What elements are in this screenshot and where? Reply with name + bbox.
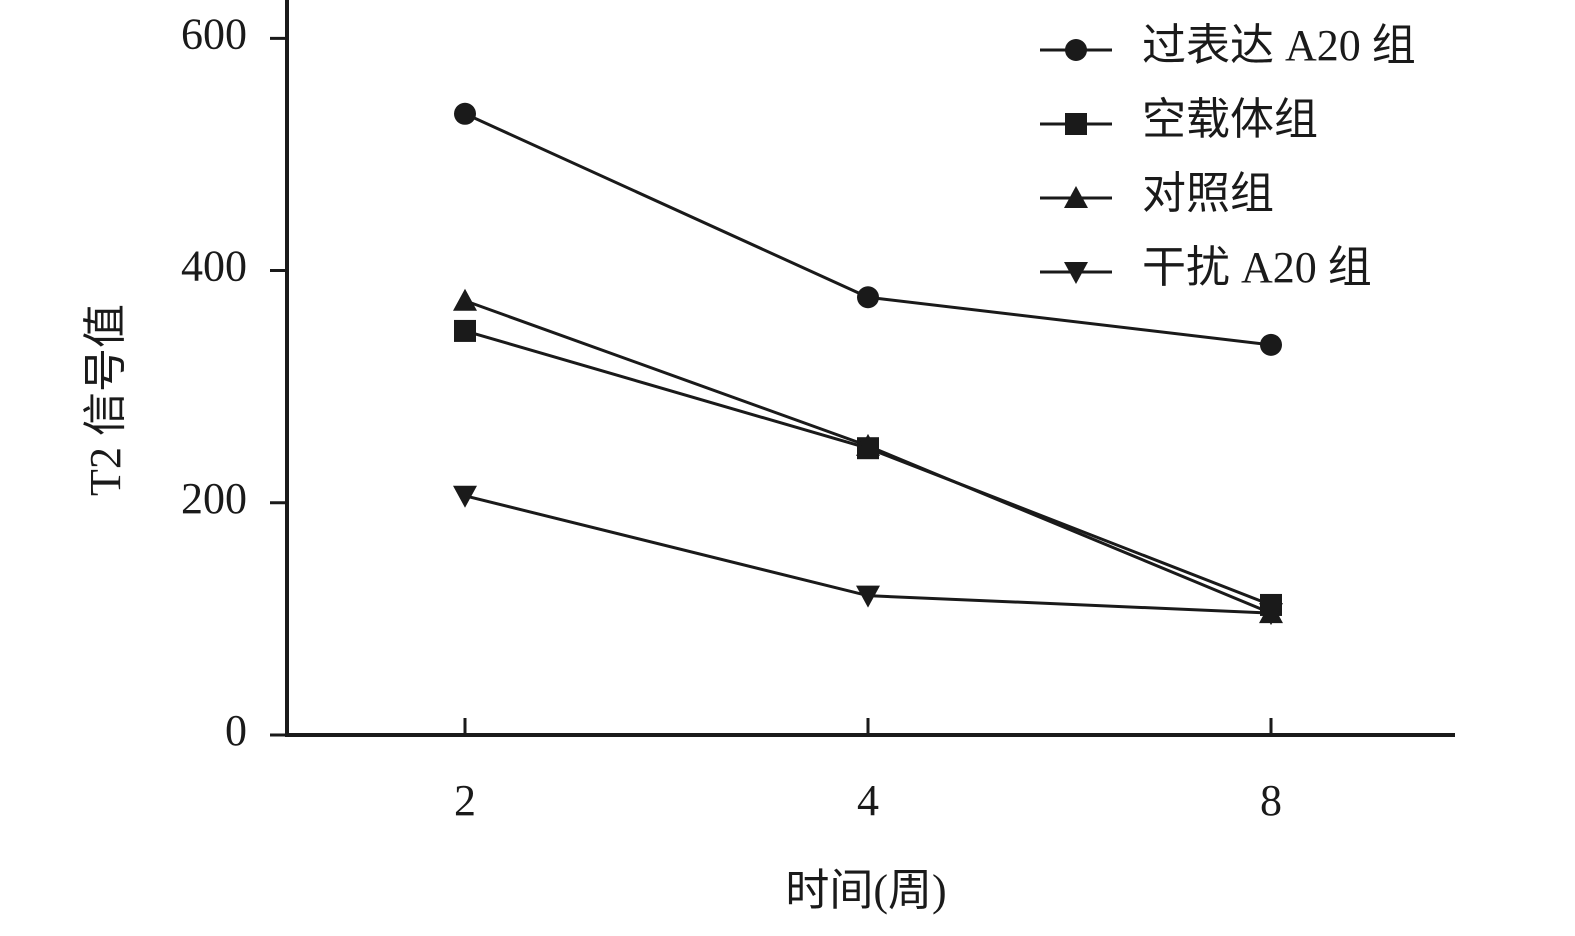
legend-label: 空载体组 <box>1142 95 1318 144</box>
legend-label: 对照组 <box>1142 169 1274 218</box>
x-tick-label: 2 <box>454 776 476 825</box>
data-point <box>856 433 880 456</box>
legend-label: 干扰 A20 组 <box>1142 243 1372 292</box>
y-tick-label: 200 <box>181 474 247 523</box>
x-tick-label: 8 <box>1260 776 1282 825</box>
legend-label: 过表达 A20 组 <box>1142 21 1416 70</box>
data-point <box>857 286 879 309</box>
data-point <box>856 585 880 608</box>
series-line <box>464 112 1272 347</box>
x-axis-title: 时间(周) <box>785 866 946 915</box>
y-axis-title: T2 信号值 <box>81 304 130 496</box>
data-point <box>454 102 476 125</box>
y-tick-label: 600 <box>181 9 247 58</box>
data-point <box>454 319 476 342</box>
legend-marker <box>1064 186 1088 208</box>
data-point <box>1260 333 1282 356</box>
y-tick-label: 400 <box>181 242 247 291</box>
y-tick-label: 0 <box>225 706 247 755</box>
legend-marker <box>1064 262 1088 284</box>
legend-marker <box>1065 39 1087 61</box>
data-point <box>453 288 477 311</box>
x-tick-label: 4 <box>857 776 879 825</box>
legend-marker <box>1065 113 1087 135</box>
data-point <box>453 485 477 508</box>
data-point <box>1259 603 1283 626</box>
